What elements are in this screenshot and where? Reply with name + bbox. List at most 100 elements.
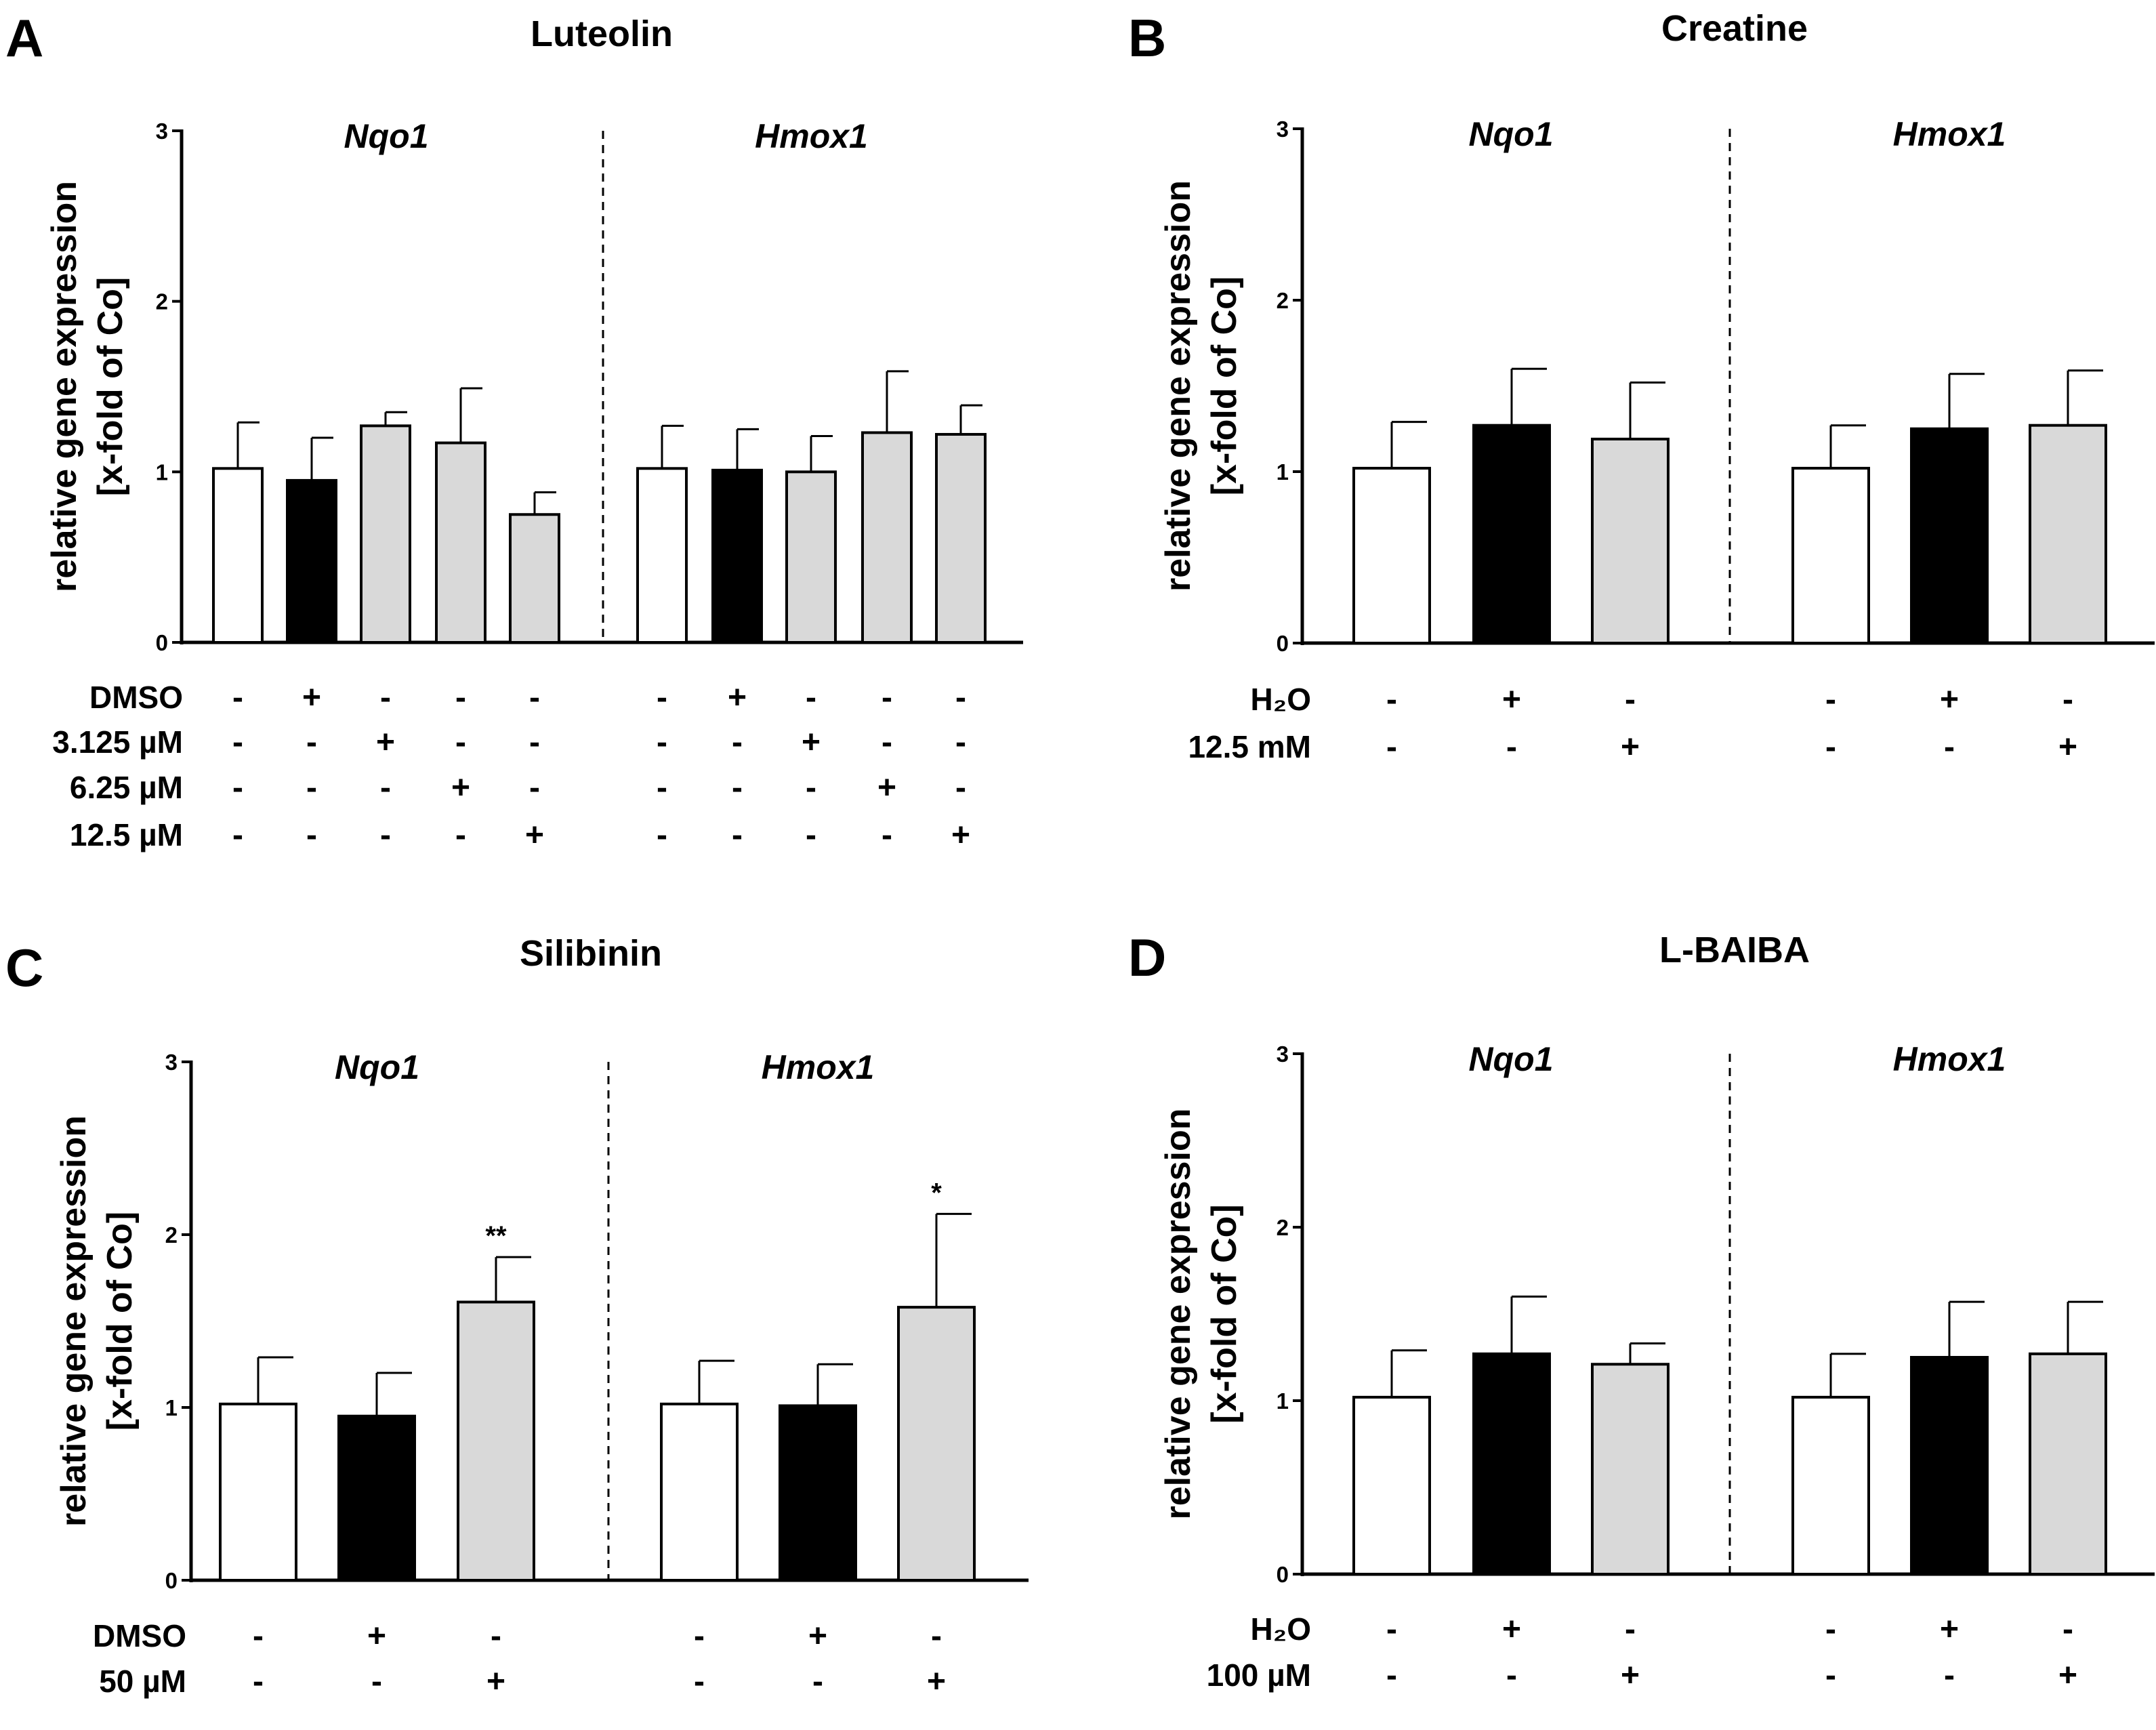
- condition-sign-a-2-6: -: [732, 770, 743, 806]
- y-tick-label-b-0: 0: [1277, 631, 1289, 656]
- y-axis-label-unit-a: [x-fold of Co]: [91, 277, 130, 496]
- gene-label-a-1: Hmox1: [755, 117, 868, 155]
- y-tick-label-c-2: 2: [165, 1222, 178, 1248]
- bar-c-0-2: [457, 1300, 535, 1582]
- bar-c-0-0: [219, 1402, 297, 1582]
- bar-d-1-2: [2029, 1352, 2107, 1575]
- condition-sign-a-0-7: -: [806, 680, 816, 716]
- y-axis-label-unit-d: [x-fold of Co]: [1205, 1204, 1244, 1423]
- condition-sign-b-1-2: +: [1621, 729, 1640, 765]
- condition-sign-c-1-5: +: [927, 1664, 946, 1700]
- gene-label-a-0: Nqo1: [344, 117, 429, 155]
- condition-sign-a-3-9: +: [951, 817, 970, 853]
- condition-sign-a-0-6: +: [728, 680, 747, 716]
- gene-label-d-1: Hmox1: [1893, 1040, 2006, 1078]
- condition-sign-a-1-3: -: [455, 724, 466, 760]
- condition-sign-d-1-4: -: [1944, 1657, 1955, 1693]
- bar-a-1-4: [935, 432, 987, 644]
- panel-letter-a: A: [5, 8, 43, 68]
- condition-sign-b-0-0: -: [1386, 682, 1397, 718]
- bar-d-1-1: [1910, 1356, 1989, 1575]
- panel-letter-d: D: [1128, 928, 1166, 987]
- condition-sign-c-1-1: -: [371, 1664, 382, 1700]
- bar-b-0-0: [1352, 466, 1431, 644]
- bar-a-0-1: [286, 478, 337, 644]
- panel-title-d: L-BAIBA: [1659, 930, 1810, 970]
- condition-sign-a-1-5: -: [657, 724, 667, 760]
- bar-a-1-1: [711, 468, 763, 644]
- condition-sign-c-0-4: +: [808, 1618, 827, 1654]
- condition-sign-c-0-0: -: [253, 1618, 264, 1654]
- bar-b-1-0: [1791, 466, 1870, 644]
- condition-sign-a-3-5: -: [657, 817, 667, 853]
- condition-sign-a-2-5: -: [657, 770, 667, 806]
- condition-sign-d-0-0: -: [1386, 1611, 1397, 1647]
- bar-d-0-1: [1472, 1352, 1551, 1575]
- bar-c-1-0: [660, 1402, 739, 1582]
- condition-sign-a-2-4: -: [529, 770, 540, 806]
- condition-sign-a-3-1: -: [306, 817, 317, 853]
- condition-sign-a-0-1: +: [302, 680, 321, 716]
- condition-sign-a-3-2: -: [380, 817, 391, 853]
- condition-sign-b-0-1: +: [1502, 682, 1521, 718]
- condition-label-a-1: 3.125 µM: [52, 724, 183, 760]
- condition-sign-a-3-8: -: [882, 817, 892, 853]
- condition-sign-a-1-4: -: [529, 724, 540, 760]
- condition-sign-c-1-0: -: [253, 1664, 264, 1700]
- bar-a-1-2: [785, 470, 837, 644]
- y-tick-label-d-2: 2: [1277, 1215, 1289, 1240]
- y-tick-label-b-1: 1: [1277, 459, 1289, 485]
- y-tick-label-c-0: 0: [165, 1568, 178, 1593]
- condition-label-d-0: H₂O: [1251, 1611, 1311, 1647]
- condition-sign-a-2-7: -: [806, 770, 816, 806]
- condition-sign-b-1-0: -: [1386, 729, 1397, 765]
- condition-sign-d-0-3: -: [1825, 1611, 1836, 1647]
- condition-sign-a-0-3: -: [455, 680, 466, 716]
- bar-c-1-2: [897, 1306, 976, 1582]
- panel-title-a: Luteolin: [531, 14, 673, 54]
- condition-sign-b-0-2: -: [1625, 682, 1636, 718]
- condition-sign-b-0-3: -: [1825, 682, 1836, 718]
- y-tick-label-a-2: 2: [156, 289, 168, 314]
- y-axis-label-a: relative gene expression: [45, 181, 84, 592]
- condition-label-d-1: 100 µM: [1207, 1657, 1311, 1693]
- condition-sign-d-1-2: +: [1621, 1657, 1640, 1693]
- condition-sign-a-1-7: +: [802, 724, 821, 760]
- gene-label-c-1: Hmox1: [762, 1048, 875, 1086]
- y-tick-label-a-3: 3: [156, 119, 168, 144]
- condition-sign-a-1-9: -: [955, 724, 966, 760]
- condition-sign-b-0-5: -: [2062, 682, 2073, 718]
- y-axis-label-unit-b: [x-fold of Co]: [1205, 276, 1244, 495]
- condition-sign-a-3-3: -: [455, 817, 466, 853]
- condition-sign-c-0-2: -: [491, 1618, 501, 1654]
- condition-sign-a-2-8: +: [877, 770, 896, 806]
- condition-sign-a-3-4: +: [525, 817, 544, 853]
- gene-label-d-0: Nqo1: [1469, 1040, 1554, 1078]
- condition-sign-a-2-1: -: [306, 770, 317, 806]
- condition-sign-a-2-0: -: [232, 770, 243, 806]
- condition-sign-a-1-1: -: [306, 724, 317, 760]
- y-tick-label-d-3: 3: [1277, 1042, 1289, 1067]
- condition-sign-b-0-4: +: [1940, 682, 1959, 718]
- panel-d: D L-BAIBA relative gene expression [x-fold …: [1128, 928, 2155, 1693]
- bar-a-0-4: [509, 513, 560, 644]
- condition-sign-c-0-1: +: [367, 1618, 386, 1654]
- gene-label-b-0: Nqo1: [1469, 115, 1554, 153]
- condition-sign-c-0-3: -: [694, 1618, 705, 1654]
- condition-sign-b-1-3: -: [1825, 729, 1836, 765]
- y-axis-label-d: relative gene expression: [1159, 1109, 1198, 1520]
- panel-b: B Creatine relative gene expression [x-fold…: [1128, 8, 2155, 765]
- y-tick-label-d-0: 0: [1277, 1562, 1289, 1587]
- condition-label-c-1: 50 µM: [99, 1664, 186, 1699]
- condition-sign-b-1-5: +: [2058, 729, 2077, 765]
- condition-sign-d-1-5: +: [2058, 1657, 2077, 1693]
- condition-sign-d-0-2: -: [1625, 1611, 1636, 1647]
- condition-sign-d-1-3: -: [1825, 1657, 1836, 1693]
- condition-sign-d-0-1: +: [1502, 1611, 1521, 1647]
- condition-sign-a-2-2: -: [380, 770, 391, 806]
- condition-sign-a-1-6: -: [732, 724, 743, 760]
- bar-b-0-1: [1472, 424, 1551, 644]
- bar-b-1-1: [1910, 427, 1989, 644]
- y-tick-label-d-1: 1: [1277, 1388, 1289, 1414]
